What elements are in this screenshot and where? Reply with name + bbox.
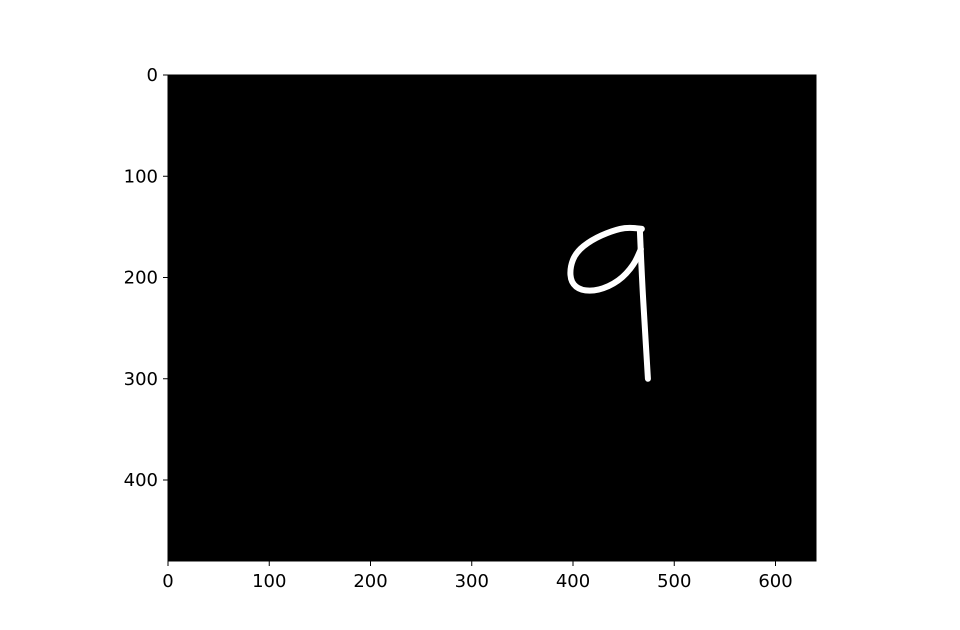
digit-strokes: [567, 224, 651, 382]
x-tick-label: 600: [758, 571, 792, 592]
y-tick-label: 200: [124, 268, 158, 289]
image-background: [168, 75, 816, 561]
y-tick-label: 100: [124, 166, 158, 187]
y-axis: 0 100 200 300 400: [124, 65, 168, 491]
x-tick-label: 0: [162, 571, 173, 592]
x-axis: 0 100 200 300 400 500 600: [162, 561, 793, 592]
digit-stroke-loop: [567, 224, 645, 294]
x-tick-label: 100: [252, 571, 286, 592]
x-tick-label: 500: [657, 571, 691, 592]
y-tick-label: 0: [147, 65, 158, 86]
x-tick-label: 400: [556, 571, 590, 592]
digit-stroke-stem: [636, 225, 651, 382]
x-tick-label: 200: [353, 571, 387, 592]
y-tick-label: 300: [124, 369, 158, 390]
axes-frame: [167, 74, 817, 562]
y-tick-label: 400: [124, 470, 158, 491]
x-tick-label: 300: [455, 571, 489, 592]
